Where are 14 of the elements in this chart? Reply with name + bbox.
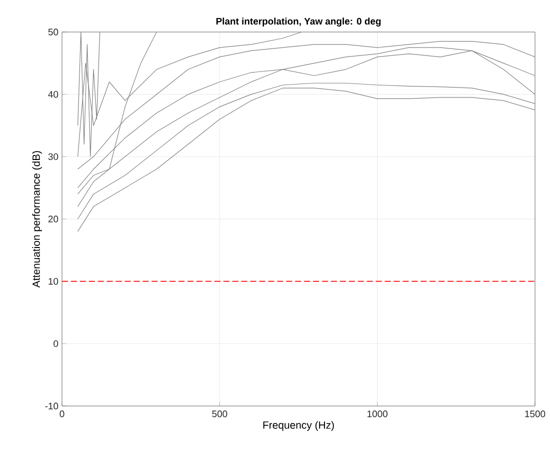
- y-tick-label: 20: [48, 216, 58, 222]
- x-tick-label: 1500: [525, 410, 546, 418]
- y-tick-label: 10: [48, 278, 58, 285]
- y-tick-label: 40: [48, 90, 58, 98]
- x-tick-label: 1000: [368, 410, 388, 418]
- x-axis-title: Frequency (Hz): [263, 421, 334, 431]
- y-tick-label: 30: [48, 153, 58, 160]
- y-tick-label: 50: [48, 28, 58, 36]
- y-axis-title: Attenuation performance (dB): [32, 151, 42, 288]
- y-tick-label: 0: [54, 340, 58, 348]
- x-tick-label: 0: [60, 410, 64, 418]
- x-tick-label: 500: [212, 410, 228, 418]
- y-tick-label: -10: [45, 402, 58, 410]
- chart-title: Plant interpolation, Yaw angle: 0 deg: [216, 18, 381, 26]
